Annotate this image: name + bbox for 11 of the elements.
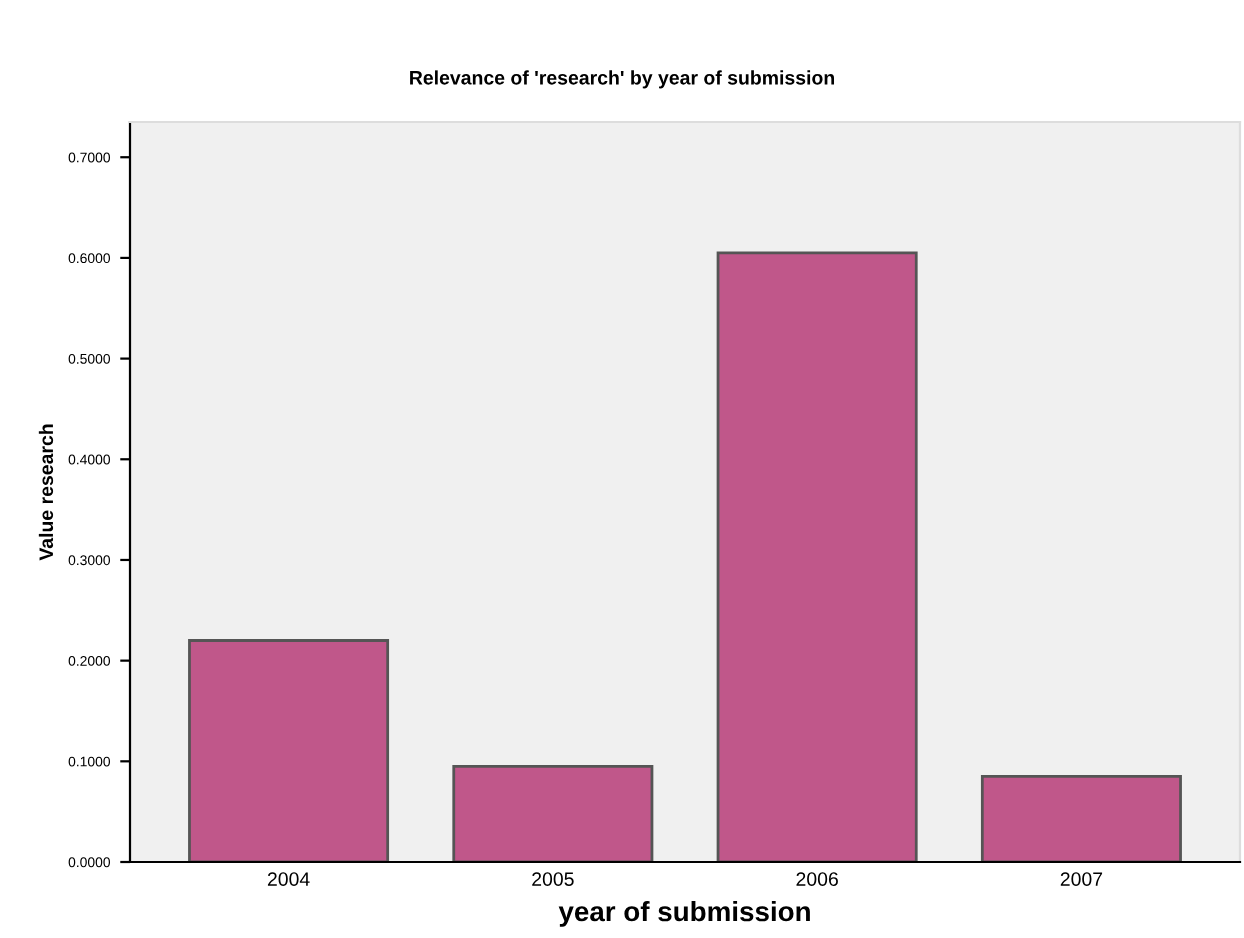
bar — [980, 775, 1182, 862]
x-tick-label: 2007 — [1060, 872, 1103, 886]
x-tick-label: 2006 — [796, 872, 838, 886]
bar — [188, 639, 390, 862]
bar — [452, 764, 654, 862]
x-axis-title: year of submission — [558, 900, 810, 927]
y-axis-title: Value research — [38, 424, 54, 561]
x-tick-label: 2004 — [267, 872, 310, 886]
chart-title: Relevance of 'research' by year of submission — [410, 70, 835, 89]
x-tick-label: 2005 — [532, 872, 574, 886]
bar — [716, 251, 918, 862]
